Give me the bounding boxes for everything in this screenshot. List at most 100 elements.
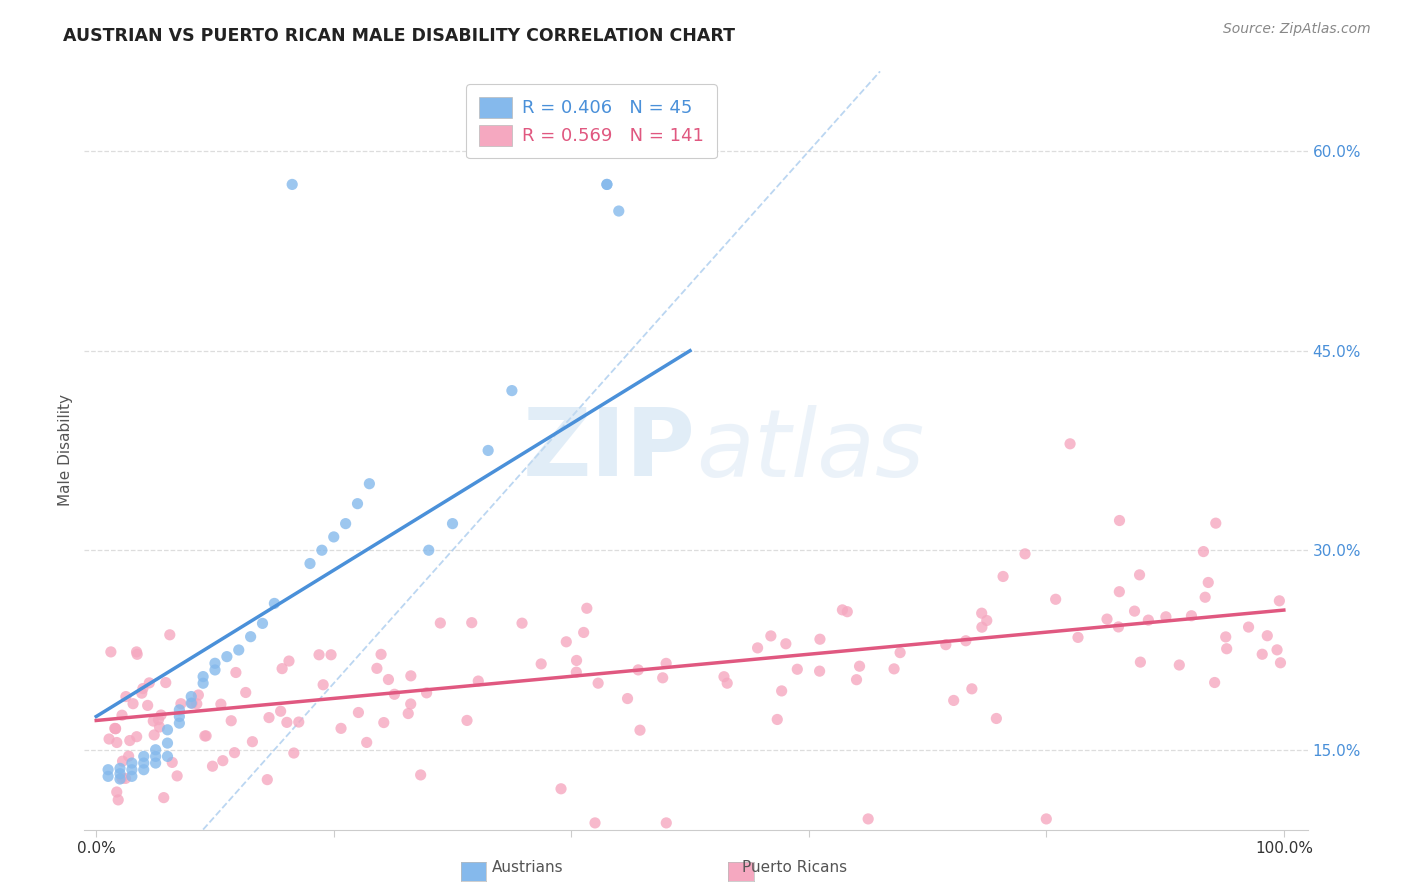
Point [263, 596, 285, 610]
Point [510, 616, 533, 631]
Point [105, 785, 128, 799]
Point [224, 746, 246, 760]
Point [808, 632, 831, 647]
Point [142, 714, 165, 728]
Point [108, 766, 131, 780]
Point [308, 648, 330, 662]
Point [287, 714, 309, 729]
Point [330, 722, 353, 736]
Point [156, 723, 179, 737]
Point [747, 640, 769, 655]
Point [399, 669, 422, 683]
Point [429, 615, 451, 630]
Point [441, 516, 464, 531]
Point [370, 648, 392, 662]
Point [1035, 812, 1057, 826]
Point [555, 635, 578, 649]
Point [105, 735, 128, 749]
Point [970, 606, 993, 620]
Point [1215, 630, 1237, 644]
Point [1123, 604, 1146, 618]
Point [461, 615, 484, 630]
Point [156, 736, 179, 750]
Point [347, 706, 370, 720]
Point [418, 543, 440, 558]
Point [152, 790, 174, 805]
Point [1197, 575, 1219, 590]
Point [786, 662, 808, 676]
Point [396, 706, 419, 721]
Point [651, 671, 673, 685]
Point [970, 620, 993, 634]
Point [1014, 547, 1036, 561]
Point [399, 697, 422, 711]
Point [1108, 514, 1130, 528]
Point [187, 688, 209, 702]
Point [322, 530, 344, 544]
Point [346, 497, 368, 511]
Point [1194, 591, 1216, 605]
Point [150, 708, 173, 723]
Point [298, 557, 321, 571]
Point [935, 638, 957, 652]
Point [586, 676, 609, 690]
Point [848, 659, 870, 673]
Point [616, 691, 638, 706]
Point [1129, 655, 1152, 669]
Point [111, 754, 134, 768]
Point [596, 178, 619, 192]
Legend: R = 0.406   N = 45, R = 0.569   N = 141: R = 0.406 N = 45, R = 0.569 N = 141 [467, 84, 717, 159]
Y-axis label: Male Disability: Male Disability [58, 394, 73, 507]
Point [201, 759, 224, 773]
Point [121, 763, 143, 777]
Point [125, 730, 148, 744]
Point [276, 715, 298, 730]
Point [98, 731, 121, 746]
Point [335, 516, 357, 531]
Point [219, 714, 242, 728]
Point [550, 781, 572, 796]
Point [121, 769, 143, 783]
Point [125, 645, 148, 659]
Point [955, 633, 977, 648]
Point [283, 746, 305, 760]
Point [1137, 613, 1160, 627]
Point [415, 686, 437, 700]
Point [122, 697, 145, 711]
Point [845, 673, 868, 687]
Point [775, 637, 797, 651]
Point [278, 654, 301, 668]
Point [960, 681, 983, 696]
Text: Austrians: Austrians [492, 861, 562, 875]
Point [118, 733, 141, 747]
Point [1154, 609, 1177, 624]
Point [377, 673, 399, 687]
Point [242, 734, 264, 748]
Point [565, 665, 588, 680]
Point [180, 696, 202, 710]
Point [97, 763, 120, 777]
Point [170, 697, 193, 711]
Text: Source: ZipAtlas.com: Source: ZipAtlas.com [1223, 22, 1371, 37]
Point [575, 601, 598, 615]
Point [530, 657, 553, 671]
Point [159, 628, 181, 642]
Point [100, 645, 122, 659]
Point [1237, 620, 1260, 634]
Point [132, 749, 155, 764]
Point [114, 772, 136, 786]
Point [104, 722, 127, 736]
Point [235, 685, 257, 699]
Point [228, 643, 250, 657]
Point [186, 697, 208, 711]
Point [583, 816, 606, 830]
Point [115, 690, 138, 704]
Point [312, 678, 335, 692]
Point [143, 728, 166, 742]
Point [1268, 594, 1291, 608]
Point [759, 629, 782, 643]
Point [1059, 437, 1081, 451]
Point [596, 178, 619, 192]
Point [281, 178, 304, 192]
Point [148, 713, 170, 727]
